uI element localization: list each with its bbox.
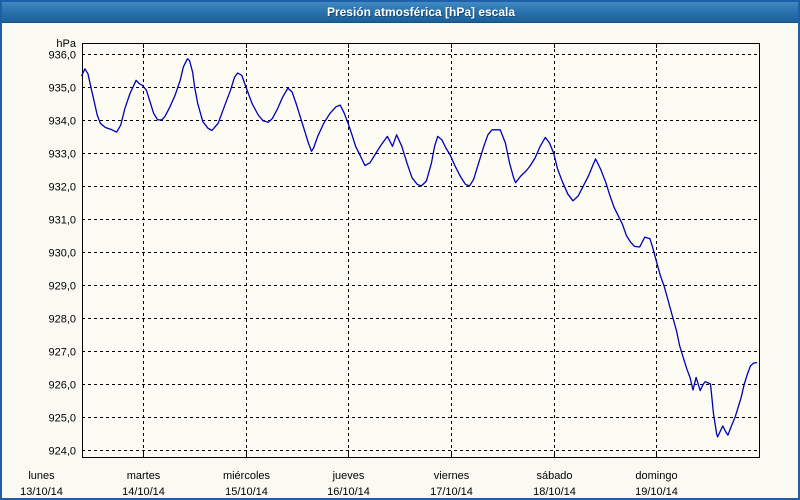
x-date-label: 18/10/14 xyxy=(533,486,576,498)
y-tick-label: 932,0 xyxy=(48,182,76,194)
y-tick-label: 934,0 xyxy=(48,116,76,128)
x-weekday-label: miércoles xyxy=(223,470,271,482)
x-weekday-label: domingo xyxy=(635,470,677,482)
x-weekday-label: sábado xyxy=(536,470,572,482)
chart-titlebar: Presión atmosférica [hPa] escala xyxy=(2,2,798,23)
plot-background xyxy=(82,43,760,458)
x-date-label: 17/10/14 xyxy=(430,486,473,498)
x-weekday-label: lunes xyxy=(28,470,55,482)
y-axis-unit-label: hPa xyxy=(56,38,76,50)
x-weekday-label: jueves xyxy=(332,470,365,482)
y-tick-label: 936,0 xyxy=(48,50,76,62)
pressure-line xyxy=(81,58,758,438)
x-date-label: 14/10/14 xyxy=(122,486,165,498)
y-tick-label: 928,0 xyxy=(48,314,76,326)
chart-title: Presión atmosférica [hPa] escala xyxy=(326,5,516,19)
x-weekday-label: viernes xyxy=(434,470,470,482)
y-tick-label: 925,0 xyxy=(48,413,76,425)
y-tick-label: 926,0 xyxy=(48,380,76,392)
y-tick-label: 924,0 xyxy=(48,446,76,458)
y-tick-label: 931,0 xyxy=(48,215,76,227)
y-tick-label: 927,0 xyxy=(48,347,76,359)
y-tick-label: 929,0 xyxy=(48,281,76,293)
y-tick-label: 933,0 xyxy=(48,149,76,161)
x-date-label: 19/10/14 xyxy=(635,486,678,498)
y-tick-label: 930,0 xyxy=(48,248,76,260)
x-date-label: 15/10/14 xyxy=(225,486,268,498)
plot-frame xyxy=(82,43,760,458)
x-weekday-label: martes xyxy=(127,470,161,482)
y-tick-label: 935,0 xyxy=(48,83,76,95)
x-date-label: 16/10/14 xyxy=(327,486,370,498)
x-date-label: 13/10/14 xyxy=(20,486,63,498)
